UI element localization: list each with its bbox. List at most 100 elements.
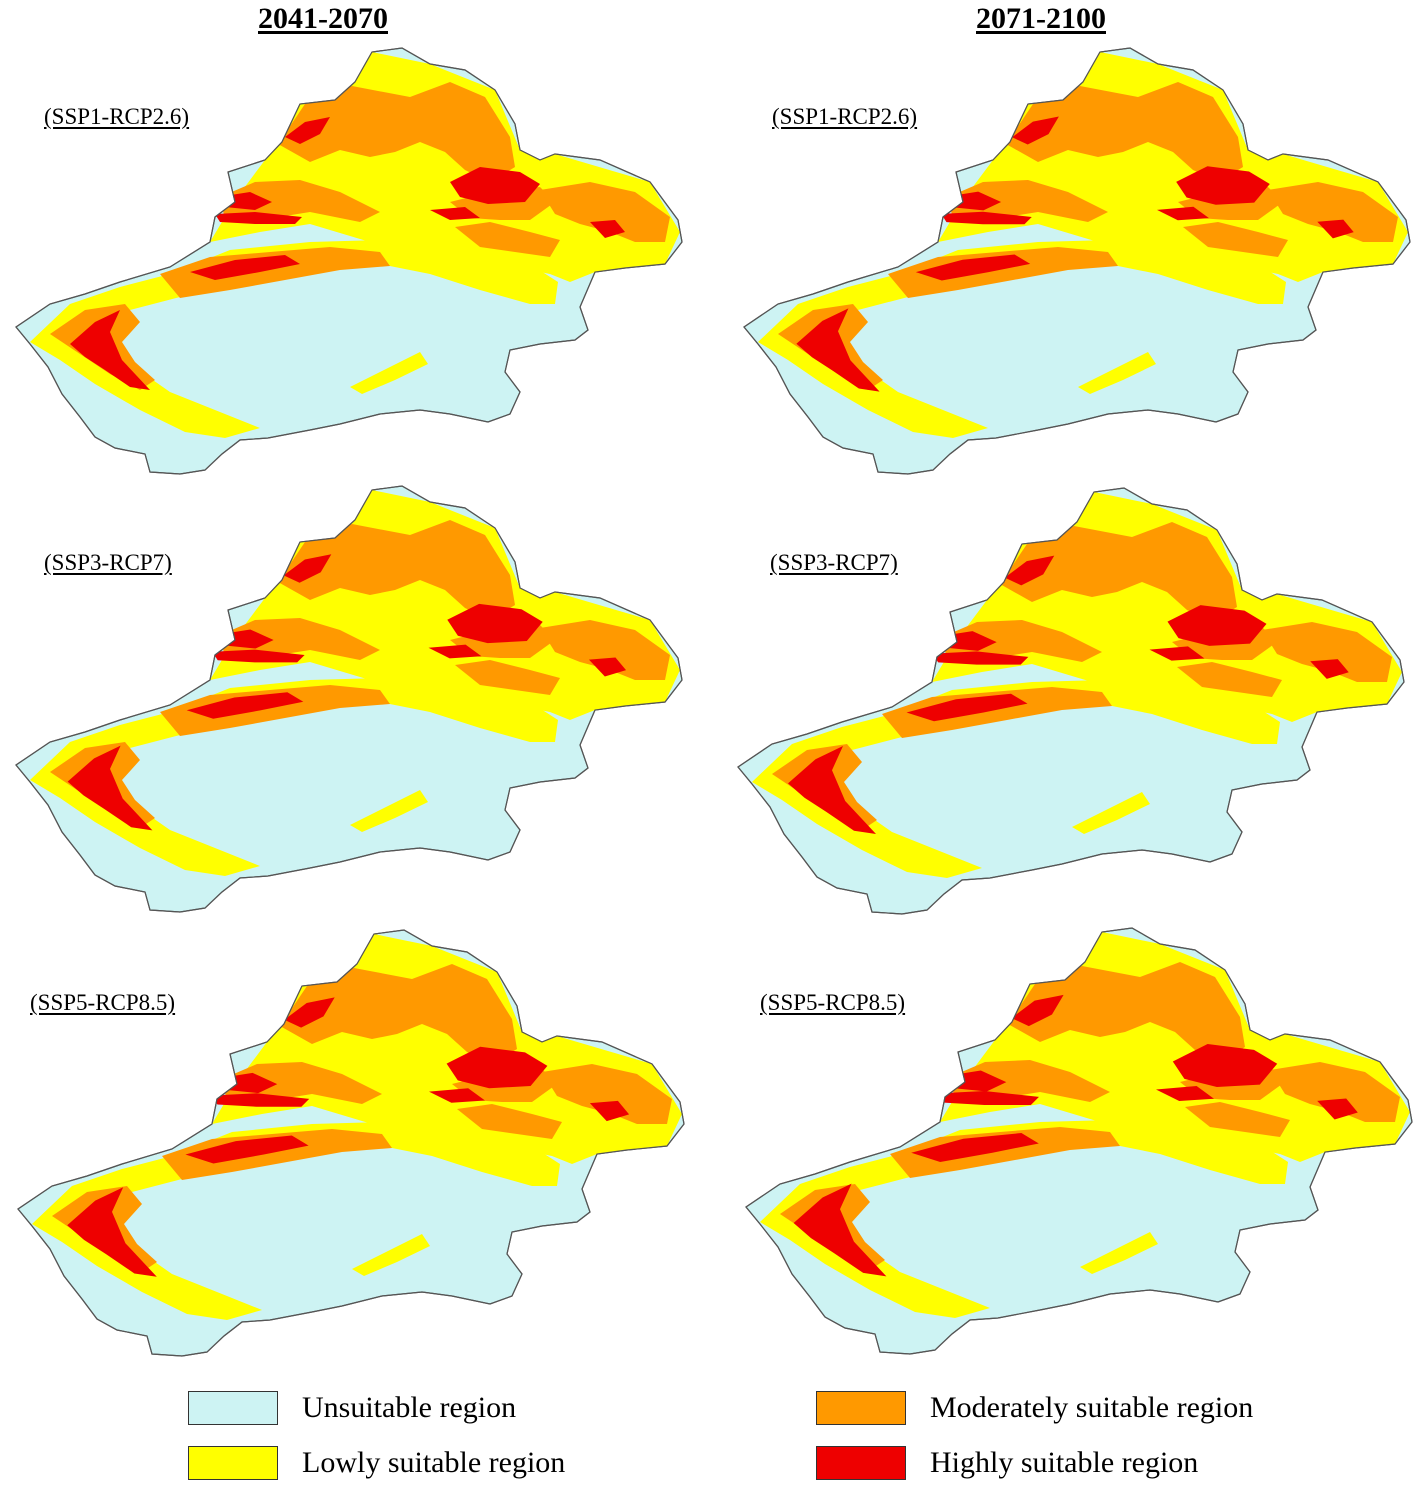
- scenario-label-right-3: (SSP5-RCP8.5): [760, 990, 906, 1015]
- suitability-patch-moderately: [160, 247, 390, 298]
- suitability-patch-highly: [1317, 1098, 1358, 1120]
- legend-swatch-moderately: [816, 1391, 906, 1425]
- scenario-label-left-1: (SSP1-RCP2.6): [44, 104, 190, 129]
- map-2071-2100-ssp3-rcp7: [737, 487, 1405, 915]
- suitability-patch-highly: [788, 746, 876, 834]
- legend-swatch-highly: [816, 1446, 906, 1480]
- map-2041-2070-ssp5-rcp8.5: [17, 929, 685, 1357]
- suitability-patch-highly: [1176, 166, 1270, 205]
- scenario-label-left-2: (SSP3-RCP7): [44, 550, 172, 575]
- region-border: [737, 487, 1405, 915]
- suitability-patch-highly: [588, 657, 627, 677]
- suitability-patch-lowly: [1078, 352, 1156, 394]
- region-border: [15, 485, 683, 913]
- suitability-patch-moderately: [160, 685, 390, 736]
- map-2041-2070-ssp3-rcp7: [15, 485, 683, 913]
- suitability-patch-highly: [938, 1091, 1039, 1105]
- suitability-patch-highly: [283, 554, 332, 583]
- suitability-patch-highly: [1012, 116, 1059, 145]
- suitability-patch-highly: [215, 212, 302, 224]
- column-title-2041-2070: 2041-2070: [258, 2, 388, 35]
- legend-label-lowly: Lowly suitable region: [302, 1446, 566, 1479]
- suitability-patch-moderately: [162, 1129, 392, 1180]
- suitability-patch-moderately: [278, 520, 515, 620]
- suitability-patch-moderately: [1268, 182, 1398, 242]
- suitability-patch-highly: [1156, 1085, 1214, 1102]
- suitability-patch-highly: [1167, 605, 1267, 646]
- suitability-patch-lowly: [1072, 792, 1150, 834]
- suitability-patch-highly: [932, 651, 1029, 665]
- suitability-patch-moderately: [942, 620, 1102, 662]
- suitability-patch-highly: [793, 1183, 887, 1277]
- suitability-patch-highly: [911, 1133, 1039, 1162]
- suitability-patch-highly: [211, 1093, 310, 1107]
- scenario-label-right-1: (SSP1-RCP2.6): [772, 104, 918, 129]
- suitability-patch-moderately: [1008, 962, 1245, 1062]
- legend-label-highly: Highly suitable region: [930, 1446, 1199, 1479]
- legend-swatch-lowly: [188, 1446, 278, 1480]
- suitability-patch-moderately: [222, 1062, 382, 1104]
- suitability-patch-moderately: [220, 180, 380, 222]
- suitability-patch-moderately: [1177, 662, 1282, 697]
- suitability-patch-moderately: [455, 222, 560, 257]
- suitability-patch-highly: [285, 117, 330, 144]
- suitability-patch-highly: [212, 649, 305, 663]
- legend-label-unsuitable: Unsuitable region: [302, 1391, 517, 1424]
- legend-item-lowly: Lowly suitable region: [188, 1446, 565, 1480]
- suitability-patch-moderately: [280, 964, 517, 1064]
- suitability-patch-highly: [796, 308, 880, 392]
- suitability-patch-highly: [447, 603, 543, 644]
- suitability-patch-moderately: [542, 1064, 672, 1124]
- map-2071-2100-ssp1-rcp2.6: [743, 47, 1411, 475]
- suitability-patch-highly: [67, 745, 153, 831]
- suitability-patch-highly: [430, 207, 480, 220]
- suitability-patch-lowly: [30, 678, 558, 876]
- suitability-patch-lowly: [350, 352, 428, 394]
- region-border: [15, 47, 683, 475]
- suitability-patch-highly: [906, 693, 1028, 722]
- scenario-label-left-3: (SSP5-RCP8.5): [30, 990, 176, 1015]
- suitability-patch-lowly: [32, 1122, 560, 1320]
- suitability-patch-lowly: [30, 240, 558, 438]
- suitability-patch-lowly: [1080, 1232, 1158, 1274]
- suitability-patch-moderately: [1000, 522, 1237, 622]
- suitability-patch-highly: [589, 1100, 630, 1122]
- suitability-patch-highly: [590, 220, 625, 238]
- suitability-patch-moderately: [455, 660, 560, 695]
- legend-item-moderately: Moderately suitable region: [816, 1391, 1253, 1425]
- suitability-patch-moderately: [540, 620, 670, 680]
- suitability-patch-highly: [1011, 994, 1064, 1027]
- suitability-patch-lowly: [760, 1120, 1288, 1318]
- suitability-patch-moderately: [888, 247, 1118, 298]
- suitability-patch-highly: [284, 997, 335, 1028]
- suitability-patch-highly: [446, 1046, 548, 1089]
- suitability-patch-highly: [941, 211, 1032, 225]
- suitability-patch-highly: [915, 254, 1031, 281]
- suitability-patch-highly: [428, 644, 482, 659]
- suitability-patch-moderately: [1262, 622, 1392, 682]
- legend-item-highly: Highly suitable region: [816, 1446, 1198, 1480]
- suitability-patch-moderately: [1185, 1102, 1290, 1137]
- suitability-patch-lowly: [752, 680, 1280, 878]
- region-border: [17, 929, 685, 1357]
- suitability-patch-highly: [190, 255, 300, 280]
- suitability-patch-highly: [1317, 219, 1354, 239]
- suitability-patch-highly: [1310, 659, 1349, 679]
- suitability-patch-moderately: [457, 1104, 562, 1139]
- suitability-patch-moderately: [220, 618, 380, 660]
- suitability-patch-moderately: [1183, 222, 1288, 257]
- legend-label-moderately: Moderately suitable region: [930, 1391, 1254, 1424]
- region-border: [743, 47, 1411, 475]
- suitability-patch-moderately: [540, 182, 670, 242]
- legend-item-unsuitable: Unsuitable region: [188, 1391, 516, 1425]
- suitability-patch-highly: [450, 167, 540, 204]
- suitability-patch-highly: [1149, 646, 1205, 661]
- column-title-2071-2100: 2071-2100: [976, 2, 1106, 35]
- suitability-patch-highly: [185, 1135, 309, 1164]
- region-border: [745, 927, 1413, 1355]
- suitability-patch-highly: [186, 692, 304, 719]
- suitability-patch-lowly: [352, 1234, 430, 1276]
- map-2041-2070-ssp1-rcp2.6: [15, 47, 683, 475]
- suitability-patch-highly: [70, 310, 150, 390]
- suitability-patch-highly: [429, 1088, 485, 1103]
